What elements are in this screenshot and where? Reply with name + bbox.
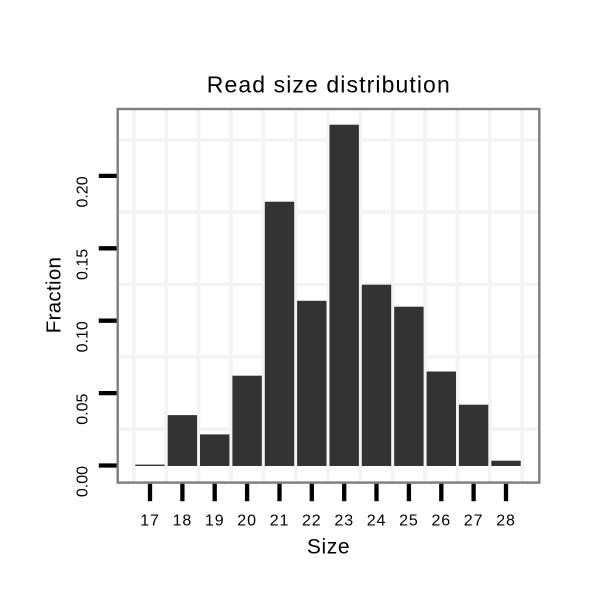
svg-text:25: 25: [399, 512, 419, 529]
svg-text:28: 28: [496, 512, 516, 529]
svg-text:26: 26: [431, 512, 451, 529]
svg-text:19: 19: [205, 512, 225, 529]
svg-text:23: 23: [334, 512, 354, 529]
svg-text:20: 20: [237, 512, 257, 529]
svg-text:27: 27: [464, 512, 484, 529]
svg-text:0.20: 0.20: [74, 176, 91, 207]
svg-text:0.00: 0.00: [74, 466, 91, 497]
svg-text:18: 18: [173, 512, 193, 529]
svg-text:0.15: 0.15: [74, 249, 91, 280]
svg-text:24: 24: [367, 512, 387, 529]
svg-text:22: 22: [302, 512, 322, 529]
svg-text:Size: Size: [307, 536, 350, 559]
svg-text:Read size distribution: Read size distribution: [207, 72, 451, 98]
svg-text:Fraction: Fraction: [43, 257, 66, 333]
svg-text:0.05: 0.05: [74, 393, 91, 424]
svg-text:0.10: 0.10: [74, 321, 91, 352]
svg-text:21: 21: [270, 512, 290, 529]
svg-text:17: 17: [140, 512, 160, 529]
